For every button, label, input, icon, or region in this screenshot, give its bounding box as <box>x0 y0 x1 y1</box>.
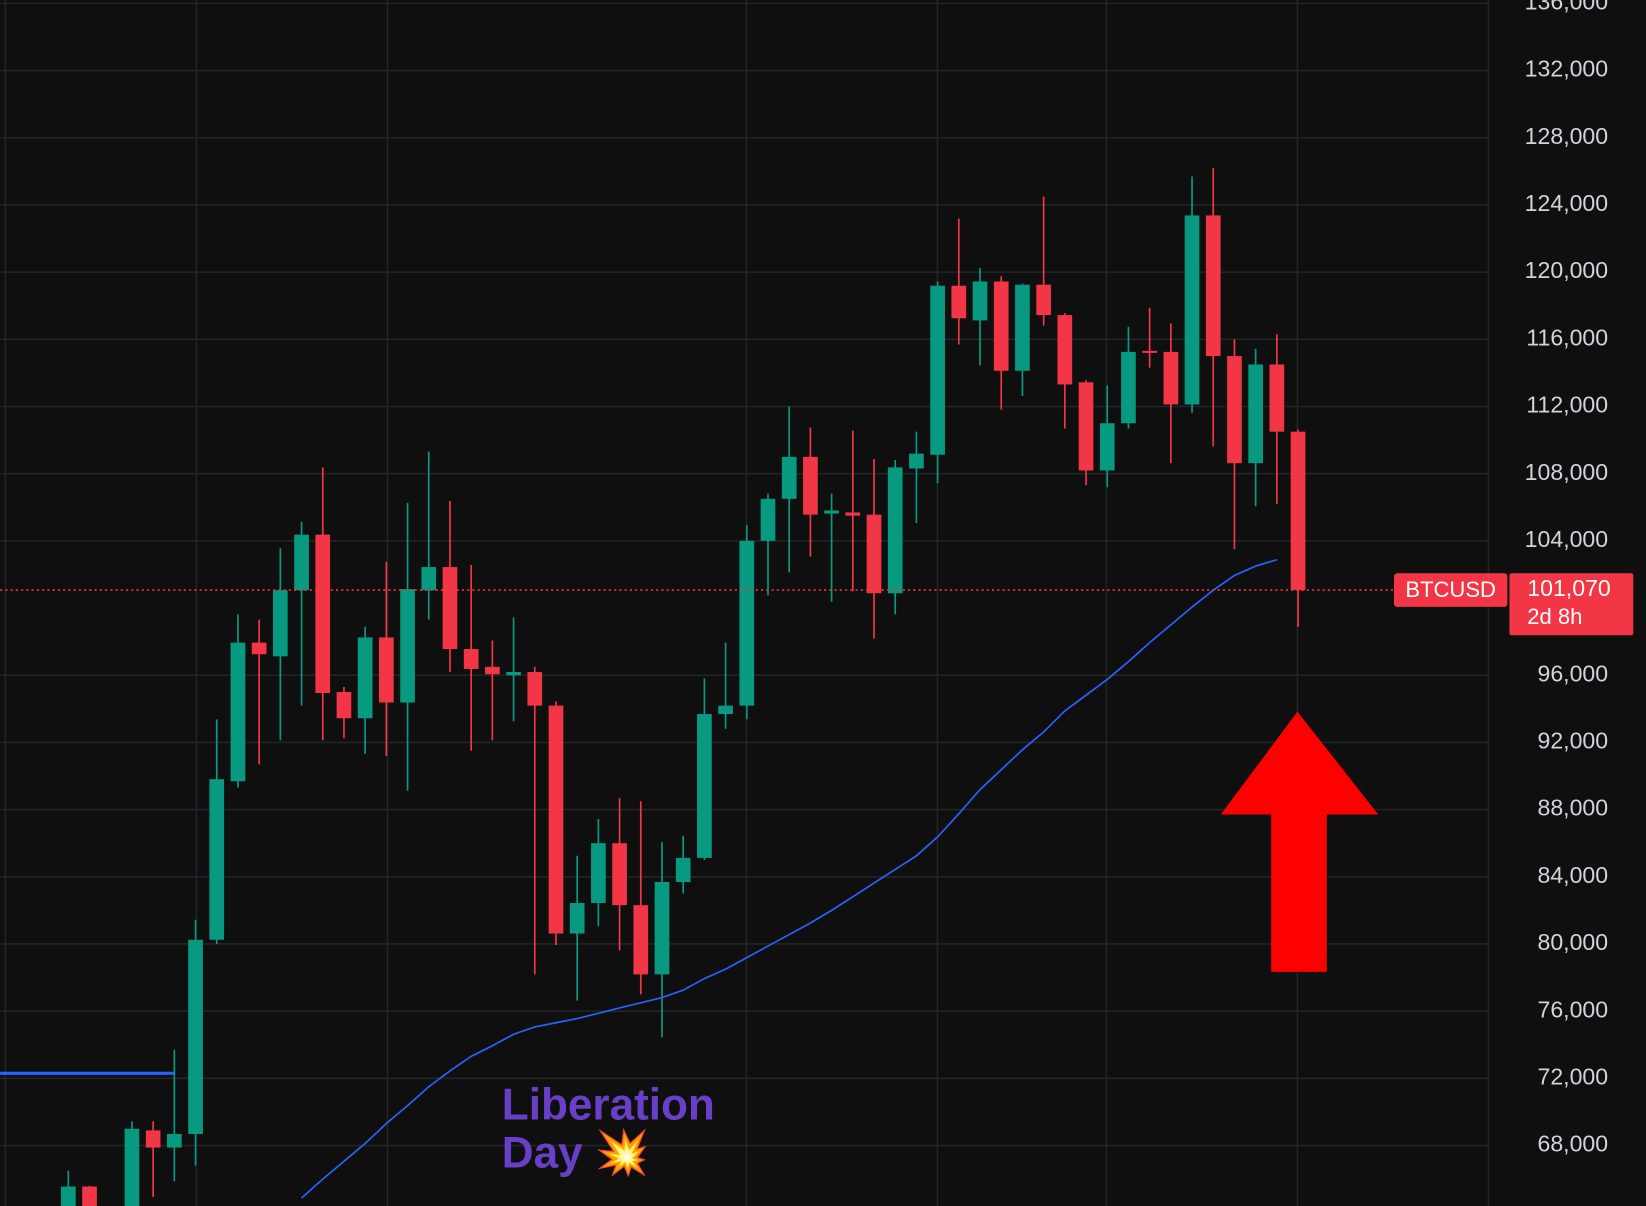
candle-body <box>209 779 225 940</box>
candle-body <box>951 285 967 319</box>
y-tick-label: 108,000 <box>1525 459 1608 485</box>
candle-body <box>887 467 903 594</box>
y-tick-label: 128,000 <box>1525 123 1608 149</box>
candle-body <box>591 843 606 903</box>
y-tick-label: 68,000 <box>1538 1131 1609 1157</box>
candle-body <box>612 843 627 906</box>
symbol-box <box>1393 573 1508 607</box>
y-tick-label: 72,000 <box>1538 1063 1609 1089</box>
price-box <box>1509 573 1634 636</box>
candle-body <box>60 1186 76 1206</box>
candle-body <box>739 540 755 706</box>
candle-body <box>803 456 818 515</box>
annotation: Liberation Day 💥 <box>502 1080 727 1179</box>
candle-body <box>357 637 373 719</box>
candle-body <box>909 453 924 469</box>
candle-body <box>548 705 564 934</box>
candle-body <box>166 1133 182 1148</box>
candle-body <box>697 714 712 858</box>
candle-body <box>527 672 543 706</box>
candle-body <box>760 498 776 541</box>
moving-average <box>300 558 1278 1199</box>
candle-body <box>1269 364 1285 432</box>
candle-body <box>421 567 437 591</box>
y-tick-label: 112,000 <box>1526 392 1608 418</box>
candle-body <box>442 567 458 650</box>
candle-body <box>82 1186 97 1206</box>
candle-body <box>251 642 267 655</box>
candle-body <box>1290 431 1306 591</box>
price-value: 101,070 <box>1527 575 1610 601</box>
candle-body <box>230 642 246 782</box>
candle-body <box>1184 215 1200 405</box>
candle-body <box>124 1128 140 1206</box>
candle-body <box>866 514 882 594</box>
candle-body <box>188 939 203 1134</box>
y-tick-label: 92,000 <box>1538 728 1609 754</box>
candle-body <box>1099 423 1115 471</box>
annotation-line: Day 💥 <box>502 1127 650 1179</box>
candle-body <box>1205 215 1221 357</box>
candle-body <box>675 857 691 882</box>
candle-body <box>930 285 945 455</box>
candle-body <box>718 705 733 715</box>
candle-body <box>972 281 988 321</box>
annotation-line: Liberation <box>502 1080 715 1129</box>
candle-body <box>463 649 479 669</box>
candle-body <box>569 902 585 934</box>
candle-body <box>273 590 288 657</box>
candle-body <box>1057 315 1073 385</box>
candle-body <box>1227 356 1242 464</box>
candle-body <box>336 692 352 719</box>
candle-body <box>1078 382 1094 471</box>
y-tick-label: 88,000 <box>1538 795 1609 821</box>
candle-body <box>485 666 500 675</box>
symbol-label: BTCUSD <box>1405 577 1496 602</box>
time-grid <box>4 0 1490 1206</box>
candle-body <box>1142 350 1157 353</box>
red-arrow <box>1220 711 1379 972</box>
candle-body <box>781 456 797 499</box>
y-tick-label: 116,000 <box>1526 324 1608 350</box>
candle-body <box>1121 351 1136 424</box>
candle-body <box>845 512 861 516</box>
price-label: BTCUSD 101,070 2d 8h <box>1393 573 1634 636</box>
y-tick-label: 124,000 <box>1525 190 1608 216</box>
candle-body <box>1036 284 1051 316</box>
candle-body <box>633 905 649 975</box>
candle-body <box>379 637 394 703</box>
y-tick-label: 120,000 <box>1525 257 1608 283</box>
candle-body <box>654 881 670 975</box>
candle-body <box>824 510 839 514</box>
candle-body <box>1248 364 1263 464</box>
y-tick-label: 84,000 <box>1538 862 1609 888</box>
candle-body <box>294 534 309 591</box>
y-tick-label: 136,000 <box>1525 0 1608 14</box>
candle-body <box>400 589 415 703</box>
y-tick-label: 96,000 <box>1538 660 1609 686</box>
y-tick-label: 132,000 <box>1525 56 1608 82</box>
candle-body <box>315 534 331 694</box>
candle-body <box>145 1130 161 1148</box>
y-axis: 68,000 72,000 76,000 80,000 84,000 88,000 92,0… <box>1525 0 1608 1157</box>
candle-body <box>1163 351 1179 405</box>
plot <box>0 168 1394 1206</box>
y-tick-label: 80,000 <box>1538 929 1609 955</box>
y-tick-label: 104,000 <box>1525 526 1608 552</box>
countdown: 2d 8h <box>1527 604 1582 629</box>
candle-body <box>1015 284 1030 371</box>
candle-body <box>993 281 1009 371</box>
candle-body <box>506 672 521 676</box>
y-tick-label: 76,000 <box>1538 996 1609 1022</box>
